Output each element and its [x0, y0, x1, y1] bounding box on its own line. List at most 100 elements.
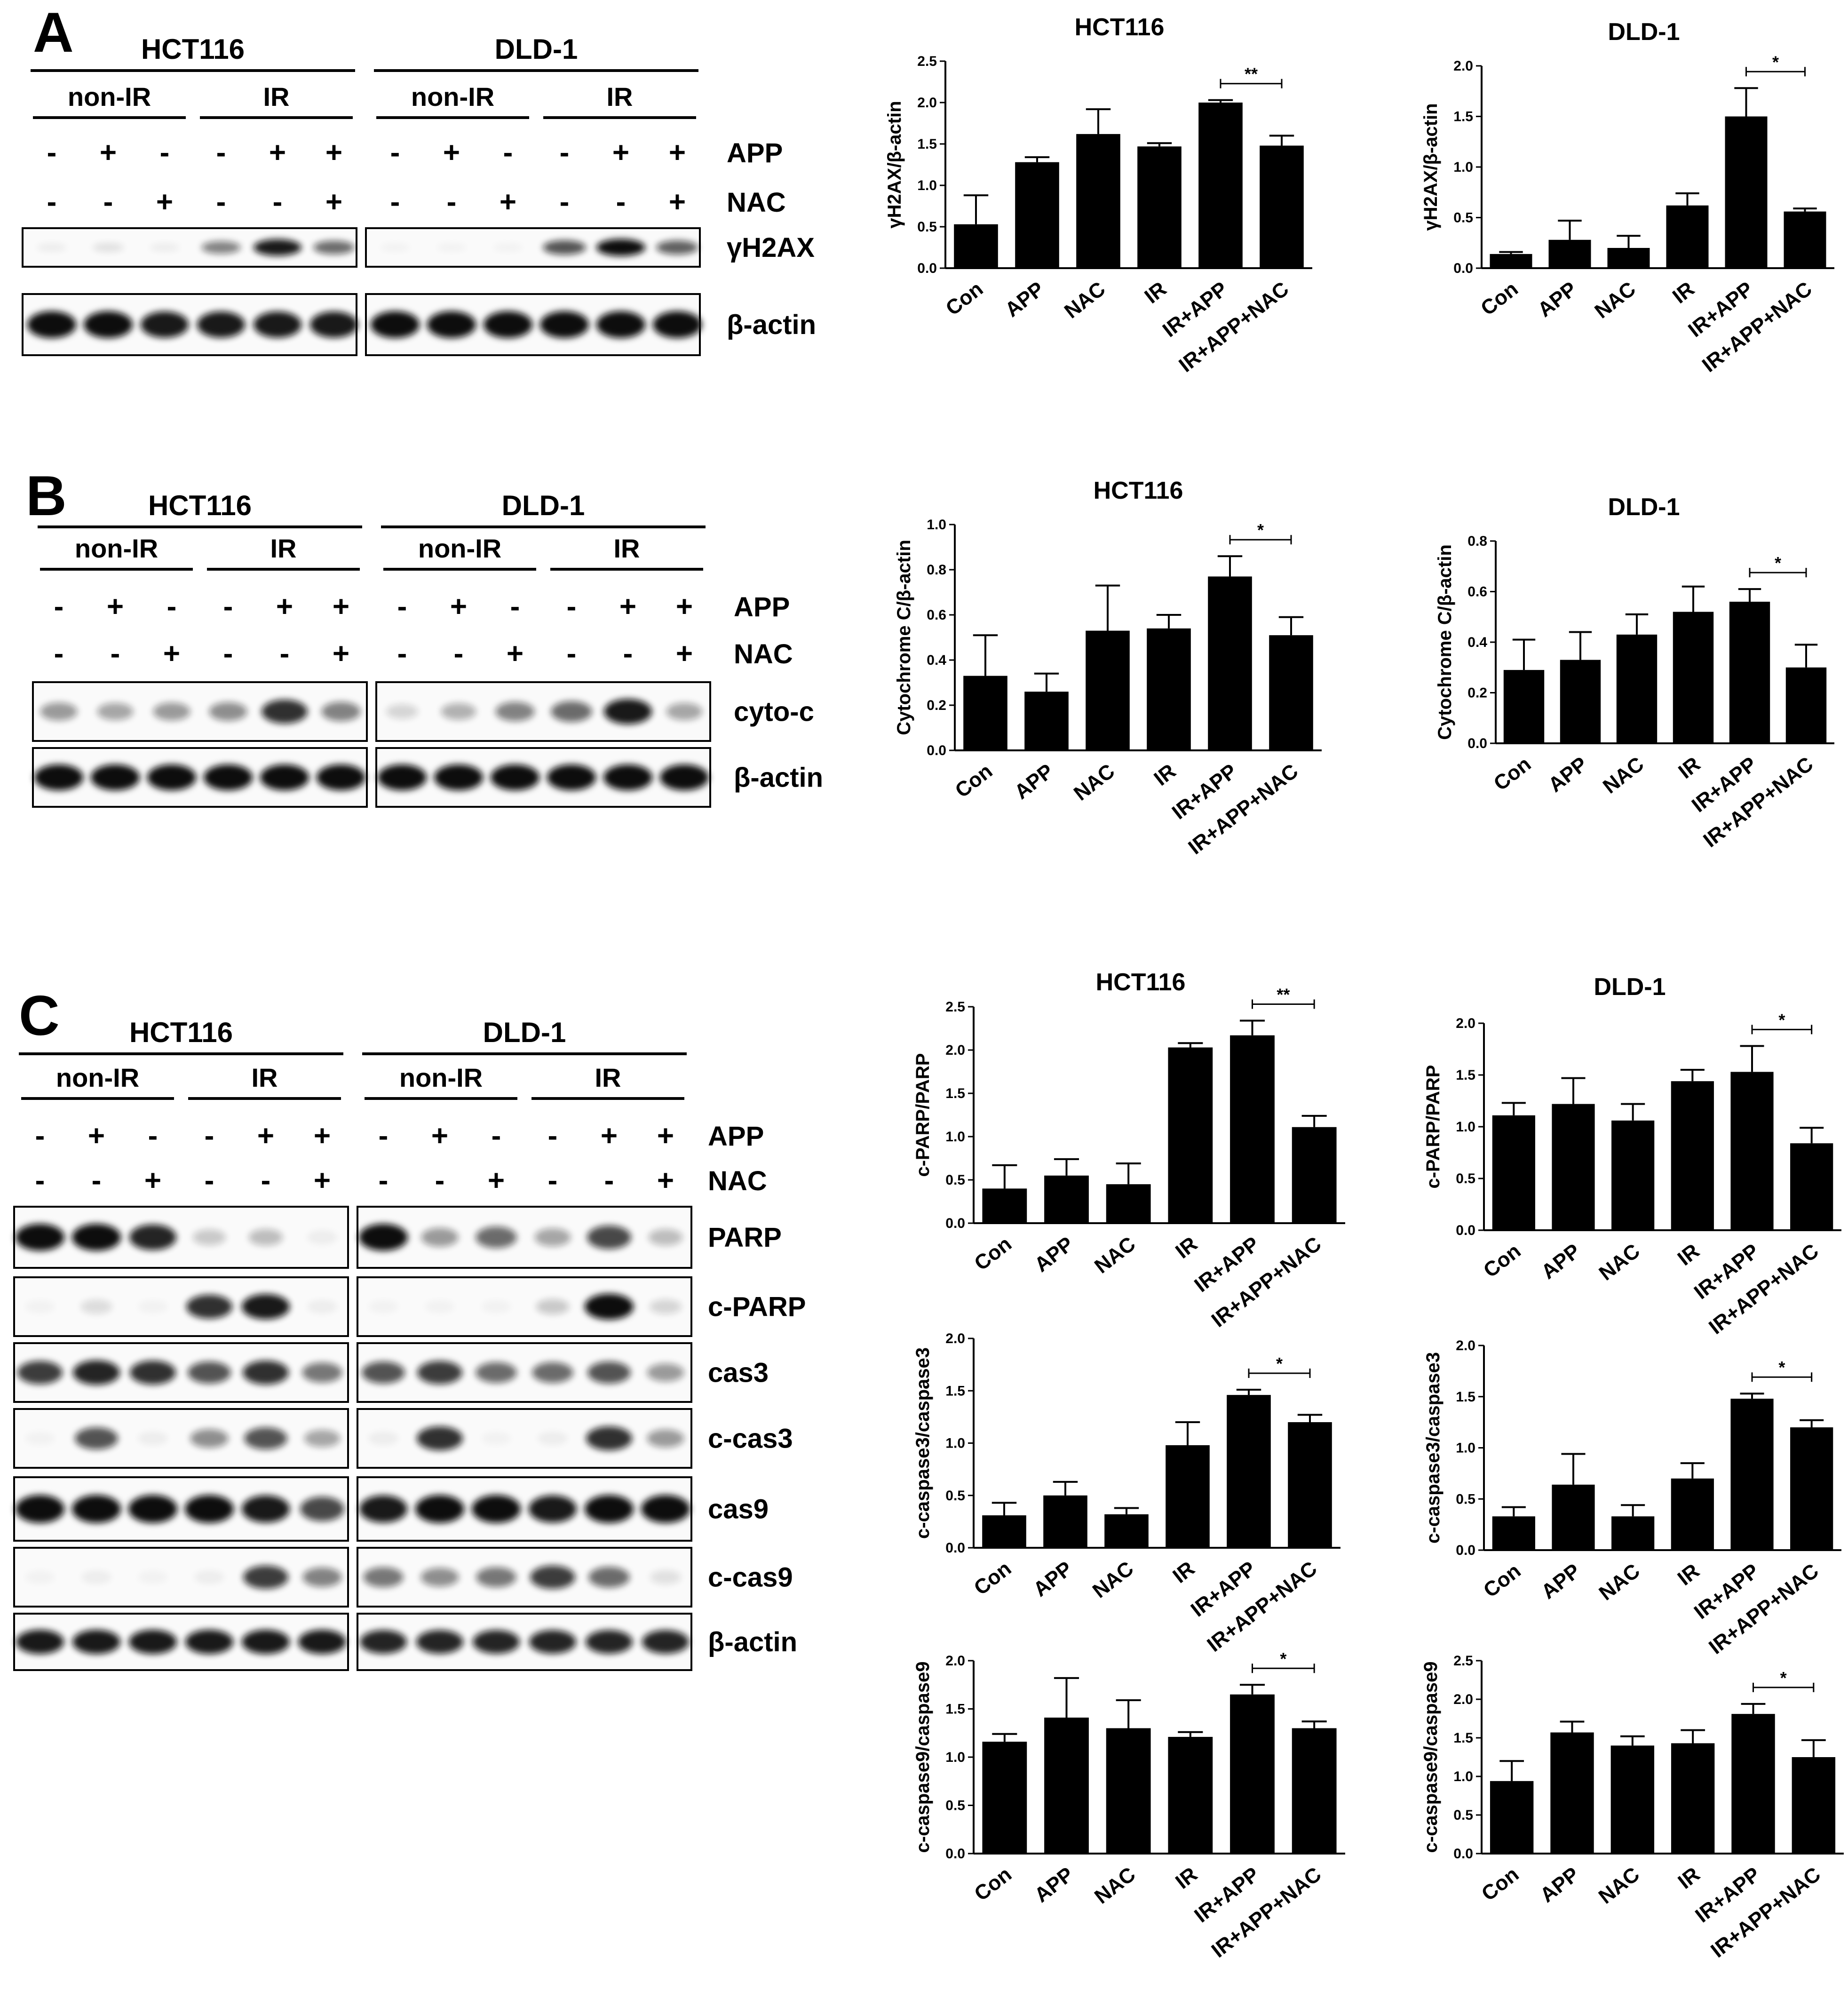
category-label: APP	[1536, 1863, 1583, 1907]
blot-band	[81, 1570, 112, 1584]
blot-membrane	[357, 1342, 692, 1403]
blot-band	[543, 240, 586, 255]
blot-band	[17, 1361, 63, 1385]
bar-chart: HCT116 0.0 0.5 1.0 1.5 2.0 2.5 γH2AX/β-actin Con…	[884, 14, 1312, 377]
bar	[1168, 1736, 1213, 1854]
category-label: APP	[1537, 1559, 1585, 1603]
treatment-sign: -	[54, 637, 64, 670]
category-label: NAC	[1595, 1239, 1644, 1285]
y-tick-label: 1.5	[945, 1702, 965, 1717]
bar	[982, 1188, 1027, 1223]
treatment-sign: -	[54, 590, 64, 623]
blot-band	[420, 1568, 459, 1587]
category-label: NAC	[1090, 1863, 1140, 1908]
y-tick-label: 0.6	[1467, 584, 1487, 600]
blot-band	[194, 1570, 225, 1584]
y-axis-label: c-caspase3/caspase3	[912, 1347, 933, 1539]
bar	[1137, 146, 1182, 268]
blot-band	[596, 239, 645, 256]
bar	[1671, 1478, 1714, 1550]
treatment-sign: +	[276, 590, 293, 623]
y-tick-label: 1.5	[917, 136, 937, 152]
treatment-sign: -	[604, 1164, 614, 1197]
category-label: APP	[1537, 1239, 1585, 1283]
treatment-sign: -	[510, 590, 520, 623]
bar-chart: DLD-1 0.0 0.5 1.0 1.5 2.0 c-PARP/PARP Con APP NAC…	[1423, 973, 1841, 1339]
blot-band	[603, 764, 652, 790]
bar	[1548, 239, 1591, 268]
treatment-sign: -	[216, 136, 226, 169]
category-label: Con	[1479, 1559, 1525, 1602]
blot-band	[493, 243, 523, 252]
y-tick-label: 0.4	[927, 653, 946, 668]
blot-band	[313, 240, 355, 255]
significance-marker: *	[1280, 1649, 1286, 1668]
blot-band	[73, 1360, 120, 1385]
blot-band	[188, 1361, 231, 1384]
bar	[1492, 1115, 1535, 1230]
treatment-sign: -	[390, 136, 400, 169]
blot-band	[302, 1567, 342, 1587]
treatment-sign: -	[560, 136, 570, 169]
blot-band	[529, 1495, 577, 1523]
panel-letter: C	[19, 984, 60, 1047]
bar-chart: DLD-1 0.0 0.5 1.0 1.5 2.0 γH2AX/β-actin Con APP N…	[1420, 18, 1834, 377]
bar	[1168, 1047, 1213, 1223]
treatment-sign: +	[163, 637, 180, 670]
blot-membrane	[13, 1613, 349, 1671]
cell-line-label: HCT116	[129, 1017, 233, 1048]
blot-band	[427, 311, 476, 338]
blot-band	[25, 1432, 55, 1445]
treatment-sign: +	[144, 1164, 161, 1197]
y-tick-label: 0.0	[927, 743, 946, 758]
blot-band	[368, 1432, 399, 1445]
blot-band	[380, 243, 410, 252]
blot-band	[551, 701, 592, 722]
y-tick-label: 2.0	[1456, 1016, 1475, 1031]
y-tick-label: 2.0	[1453, 1692, 1473, 1707]
blot-band	[596, 311, 645, 338]
blot-band	[547, 764, 596, 790]
treatment-sign: -	[273, 186, 283, 218]
blot-band	[40, 702, 78, 721]
treatment-sign: -	[47, 186, 57, 218]
y-tick-label: 1.0	[917, 178, 937, 193]
y-tick-label: 0.0	[1467, 736, 1487, 751]
category-label: IR	[1674, 752, 1705, 783]
bar	[1610, 1745, 1655, 1854]
treatment-sign: +	[314, 1164, 331, 1197]
bar	[1503, 670, 1545, 743]
blot-band	[242, 1495, 290, 1523]
y-axis-label: c-caspase9/caspase9	[1420, 1662, 1441, 1853]
y-tick-label: 2.0	[945, 1653, 965, 1669]
category-label: IR+APP+NAC	[1174, 277, 1293, 377]
blot-membrane	[357, 1408, 692, 1469]
category-label: Con	[1476, 277, 1523, 320]
category-label: APP	[1010, 759, 1058, 804]
bar-chart: 0.0 0.5 1.0 1.5 2.0 c-caspase9/caspase9 Con APP…	[912, 1649, 1345, 1962]
bar	[1785, 667, 1827, 743]
bar-chart: 0.0 0.5 1.0 1.5 2.0 2.5 c-caspase9/caspase9 Con…	[1420, 1653, 1844, 1962]
blot-band	[128, 1495, 177, 1523]
treatment-sign: -	[567, 637, 577, 670]
blot-band	[359, 1495, 407, 1523]
treatment-sign: -	[623, 637, 633, 670]
significance-marker: *	[1257, 520, 1264, 540]
category-label: Con	[1477, 1863, 1523, 1905]
blot-band	[321, 701, 361, 722]
category-label: NAC	[1599, 752, 1648, 798]
blot-band	[25, 1570, 55, 1584]
blot-band	[642, 1630, 689, 1654]
y-tick-label: 0.5	[945, 1172, 965, 1188]
chart-title: DLD-1	[1608, 494, 1680, 521]
protein-label: β-actin	[727, 310, 816, 340]
bar	[1671, 1081, 1714, 1230]
blot-band	[129, 1630, 177, 1654]
blot-band	[648, 1229, 683, 1246]
blot-membrane	[13, 1476, 349, 1542]
y-axis-label: γH2AX/β-actin	[1420, 103, 1441, 231]
bar	[1552, 1484, 1595, 1550]
category-label: IR+APP+NAC	[1207, 1232, 1326, 1332]
